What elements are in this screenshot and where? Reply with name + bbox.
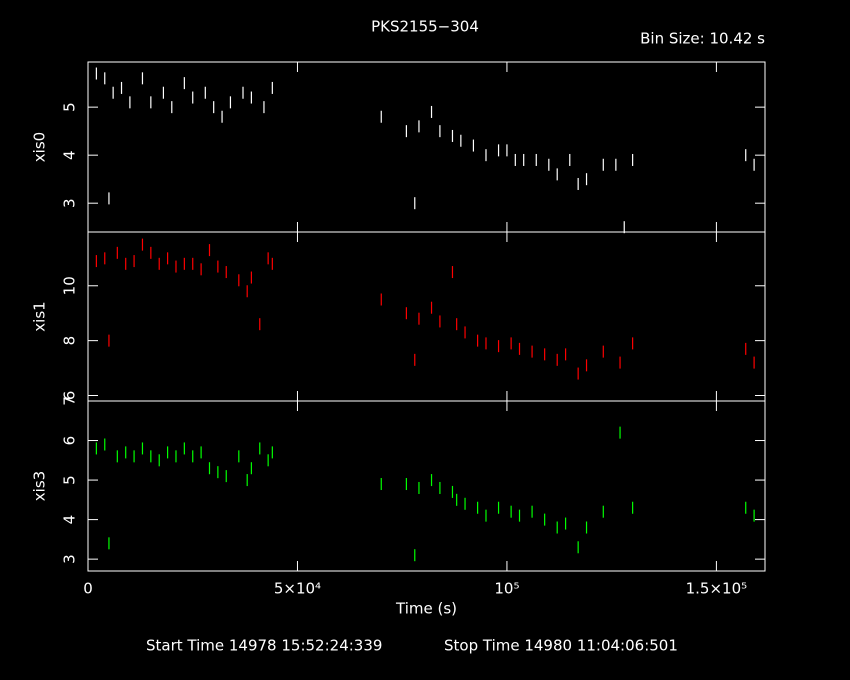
y-tick-label: 3: [61, 554, 79, 564]
x-axis-label: Time (s): [395, 600, 457, 618]
plot-frame: [87, 61, 766, 233]
y-axis-label: xis0: [31, 132, 49, 162]
y-tick-label: 6: [61, 436, 79, 446]
chart-title: PKS2155−304: [371, 18, 479, 36]
y-axis-label: xis1: [31, 301, 49, 331]
y-tick-label: 3: [61, 198, 79, 208]
y-tick-label: 5: [61, 475, 79, 485]
start-time: Start Time 14978 15:52:24:339: [146, 637, 382, 655]
plot-frame: [87, 231, 766, 402]
y-tick-label: 10: [61, 276, 79, 295]
y-tick-label: 5: [61, 102, 79, 112]
y-tick-label: 4: [61, 515, 79, 525]
x-tick-label: 1.5×10⁵: [686, 580, 748, 598]
bin-size: Bin Size: 10.42 s: [640, 30, 765, 48]
y-tick-label: 4: [61, 150, 79, 160]
y-tick-label: 6: [61, 391, 79, 401]
x-tick-label: 5×10⁴: [274, 580, 321, 598]
y-axis-label: xis3: [31, 471, 49, 501]
x-tick-label: 0: [83, 580, 93, 598]
x-tick-label: 10⁵: [494, 580, 519, 598]
y-tick-label: 7: [61, 396, 79, 406]
y-tick-label: 8: [61, 336, 79, 346]
plot-frame: [87, 400, 766, 572]
stop-time: Stop Time 14980 11:04:06:501: [444, 637, 678, 655]
